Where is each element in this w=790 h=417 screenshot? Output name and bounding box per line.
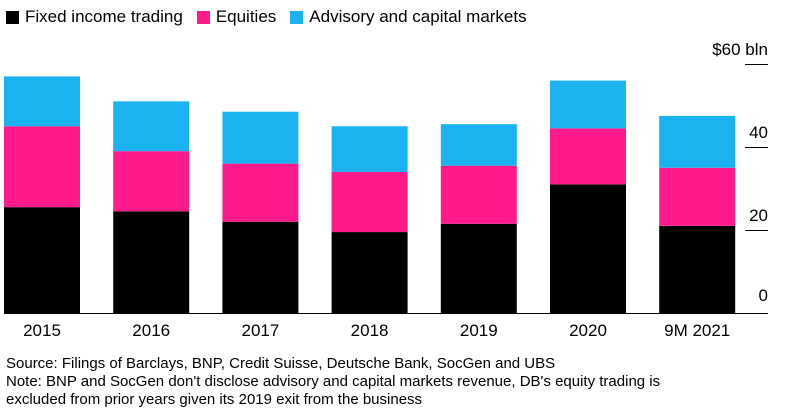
bar-2015-series-0 (4, 207, 80, 313)
bar-2020-series-2 (550, 80, 626, 129)
legend-label-equities: Equities (215, 7, 277, 26)
legend-label-advisory: Advisory and capital markets (309, 7, 527, 26)
footnote-line-2: excluded from prior years given its 2019… (6, 391, 423, 408)
footnote-line-1: Note: BNP and SocGen don't disclose advi… (6, 373, 661, 390)
bar-2017-series-1 (222, 163, 299, 222)
y-tick-label: $60 bln (712, 40, 768, 59)
source-note: Source: Filings of Barclays, BNP, Credit… (6, 355, 556, 372)
bar-2020-series-1 (550, 128, 626, 185)
chart-notes: Source: Filings of Barclays, BNP, Credit… (6, 355, 786, 409)
x-tick-label: 2017 (241, 321, 279, 340)
y-tick-label: 40 (749, 123, 768, 142)
y-tick-label: 0 (759, 286, 768, 305)
bar-2018-series-1 (331, 171, 408, 233)
y-tick-label: 20 (749, 206, 768, 225)
x-tick-label: 9M 2021 (664, 321, 730, 340)
x-tick-label: 2020 (569, 321, 607, 340)
bar-2019-series-0 (440, 223, 517, 313)
x-tick-label: 2015 (23, 321, 61, 340)
bar-9m-2021-series-1 (659, 167, 736, 226)
legend-label-fixed-income: Fixed income trading (25, 7, 183, 26)
bar-2016-series-1 (113, 151, 190, 212)
bar-2017-series-0 (222, 221, 299, 313)
bar-2015-series-1 (4, 126, 80, 208)
bar-2016-series-0 (113, 211, 190, 313)
x-tick-label: 2018 (351, 321, 389, 340)
chart-legend: Fixed income trading Equities Advisory a… (6, 6, 541, 28)
x-tick-label: 2016 (132, 321, 170, 340)
legend-item-fixed-income: Fixed income trading (6, 7, 183, 27)
bar-2015-series-2 (4, 76, 80, 127)
legend-swatch-advisory (290, 10, 304, 24)
bar-2020-series-0 (550, 184, 626, 313)
legend-item-advisory: Advisory and capital markets (290, 7, 527, 27)
x-tick-label: 2019 (460, 321, 498, 340)
bar-2016-series-2 (113, 101, 190, 152)
legend-item-equities: Equities (196, 7, 277, 27)
bar-2018-series-2 (331, 126, 408, 172)
legend-swatch-fixed-income (6, 10, 19, 24)
bar-2019-series-1 (440, 165, 517, 224)
legend-swatch-equities (196, 10, 210, 24)
bar-2019-series-2 (440, 124, 517, 166)
bar-9m-2021-series-0 (659, 225, 736, 313)
bar-9m-2021-series-2 (659, 115, 736, 168)
bar-2017-series-2 (222, 111, 299, 164)
bar-2018-series-0 (331, 232, 408, 313)
